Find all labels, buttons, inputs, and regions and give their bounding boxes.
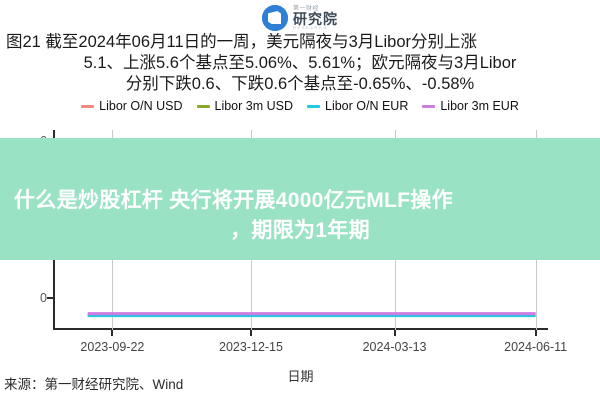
research-institute-logo: 第一财经 研究院 RESEARCH: [0, 2, 600, 34]
legend-swatch-icon: [196, 104, 210, 108]
logo-bottom-text: RESEARCH: [293, 25, 329, 30]
x-tick-label-3: 2024-06-11: [504, 340, 568, 354]
legend-item-2: Libor O/N EUR: [307, 99, 408, 113]
x-tick-mark-1: [250, 330, 252, 336]
y-tick-label-0: 0: [40, 291, 47, 306]
x-tick-label-1: 2023-12-15: [219, 340, 283, 354]
logo-text-block: 第一财经 研究院 RESEARCH: [293, 6, 338, 30]
legend-label: Libor O/N USD: [99, 99, 183, 113]
x-tick-mark-2: [393, 330, 396, 336]
legend-item-3: Libor 3m EUR: [422, 99, 519, 113]
overlay-banner: [0, 138, 600, 260]
x-tick-mark-3: [534, 330, 537, 336]
y-tick-mark-0: [47, 297, 53, 300]
book-logo-icon: [262, 5, 288, 31]
overlay-headline: 什么是炒股杠杆 央行将开展4000亿元MLF操作 ，期限为1年期: [14, 186, 586, 247]
chart-legend: Libor O/N USD Libor 3m USD Libor O/N EUR Li…: [0, 98, 600, 114]
caption-line-1: 图21 截至2024年06月11日的一周，美元隔夜与3月Libor分别上涨: [6, 33, 477, 51]
x-axis-line: [53, 328, 548, 330]
overlay-headline-line-1: 什么是炒股杠杆 央行将开展4000亿元MLF操作: [14, 189, 453, 212]
figure-caption: 图21 截至2024年06月11日的一周，美元隔夜与3月Libor分别上涨 5.…: [6, 32, 594, 95]
legend-swatch-icon: [81, 104, 95, 108]
legend-label: Libor 3m EUR: [440, 99, 519, 113]
overlay-headline-line-2: ，期限为1年期: [230, 219, 370, 243]
caption-line-3: 分别下跌0.6、下跌0.6个基点至-0.65%、-0.58%: [125, 75, 475, 94]
legend-item-0: Libor O/N USD: [81, 99, 183, 113]
legend-label: Libor O/N EUR: [325, 99, 409, 113]
x-tick-label-0: 2023-09-22: [80, 340, 145, 354]
x-axis-label: 日期: [287, 369, 314, 384]
x-tick-mark-0: [111, 330, 114, 336]
legend-swatch-icon: [422, 104, 436, 108]
caption-line-2: 5.1、上涨5.6个基点至5.06%、5.61%；欧元隔夜与3月Libor: [83, 54, 517, 73]
legend-swatch-icon: [307, 104, 320, 108]
legend-item-1: Libor 3m USD: [196, 99, 294, 113]
x-tick-label-2: 2024-03-13: [362, 340, 427, 354]
source-note: 来源：第一财经研究院、Wind: [4, 377, 184, 392]
logo-top-text: 第一财经: [293, 6, 320, 12]
legend-label: Libor 3m USD: [214, 99, 294, 113]
logo-main-text: 研究院: [293, 11, 338, 27]
